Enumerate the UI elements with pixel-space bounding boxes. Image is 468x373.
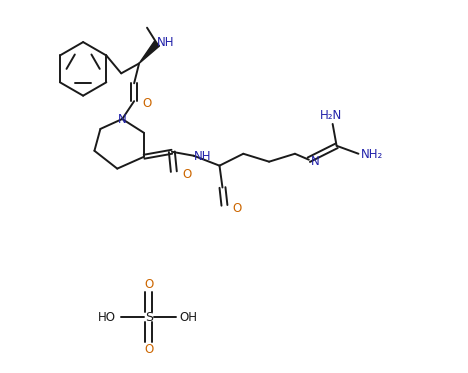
Text: NH: NH [194,150,212,163]
Text: H₂N: H₂N [320,109,342,122]
Text: O: O [233,202,242,215]
Text: NH₂: NH₂ [361,148,383,161]
Text: O: O [182,168,191,181]
Text: OH: OH [179,310,197,323]
Text: N: N [118,113,127,125]
Text: S: S [145,310,153,323]
Text: O: O [144,278,153,291]
Text: O: O [142,97,152,110]
Text: NH: NH [157,36,175,49]
Text: HO: HO [98,310,116,323]
Text: O: O [144,343,153,356]
Text: N: N [310,155,319,168]
Polygon shape [139,41,160,63]
